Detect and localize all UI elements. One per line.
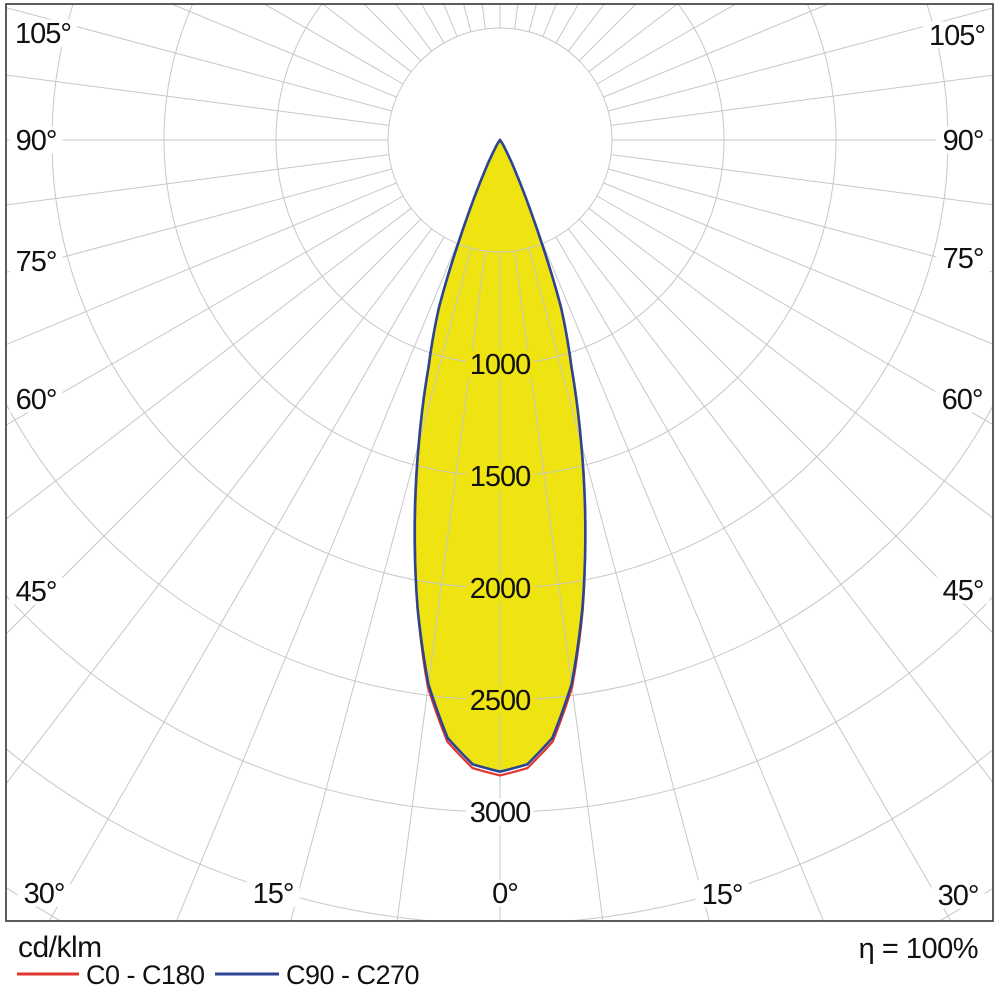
grid-spoke-37.5 (567, 228, 993, 784)
grid-spoke-7.5 (514, 250, 604, 921)
angle-label-2-bg (9, 247, 63, 275)
angle-label-12-bg (936, 244, 990, 272)
ring-label-3000-bg (466, 798, 534, 826)
angle-label-0: 105° (15, 18, 71, 50)
grid-spoke-105 (608, 7, 993, 112)
efficiency-label: η = 100% (859, 933, 978, 965)
legend-label-c0: C0 - C180 (86, 960, 205, 990)
angle-label-10: 45° (943, 575, 984, 607)
grid-spoke-307.5 (6, 207, 412, 520)
grid-spoke-52.5 (588, 207, 993, 519)
grid-spoke-67.5 (603, 182, 993, 345)
ring-label-1500: 1500 (470, 461, 531, 493)
angle-label-3-bg (9, 385, 63, 413)
angle-label-2: 75° (16, 246, 57, 278)
angle-label-10-bg (936, 576, 990, 604)
angle-label-1: 90° (16, 125, 57, 157)
grid-spoke-30 (555, 236, 952, 921)
ring-label-2000: 2000 (470, 573, 531, 605)
grid-spoke-45 (578, 218, 993, 634)
grid-spoke-322.5 (6, 228, 433, 785)
legend: cd/klm C0 - C180 C90 - C270 η = 100% (17, 931, 979, 990)
grid-spoke-352.5 (396, 250, 486, 921)
grid-spoke-60 (596, 195, 993, 426)
angle-label-3: 60° (16, 384, 57, 416)
ring-label-1500-bg (466, 462, 534, 490)
angle-label-9: 30° (938, 880, 979, 912)
angle-label-7-bg (486, 879, 524, 907)
ring-label-1000-bg (466, 350, 534, 378)
grid-spoke-262.5 (6, 74, 390, 126)
angle-label-8: 15° (702, 879, 743, 911)
ring-label-1000: 1000 (470, 349, 531, 381)
grid-spoke-22.5 (542, 243, 825, 921)
angle-label-4-bg (9, 577, 63, 605)
grid-spoke-255 (6, 7, 392, 112)
unit-label: cd/klm (18, 931, 102, 964)
legend-label-c90: C90 - C270 (286, 960, 419, 990)
grid-spoke-75 (608, 168, 993, 273)
grid-spoke-82.5 (610, 154, 993, 206)
ring-label-2000-bg (466, 574, 534, 602)
angle-label-7: 0° (492, 878, 518, 910)
grid-spoke-112.5 (603, 4, 830, 98)
angle-label-4: 45° (16, 576, 57, 608)
grid-spoke-337.5 (175, 243, 458, 921)
grid-spoke-330 (48, 236, 445, 921)
angle-label-13: 90° (943, 125, 984, 157)
angle-label-6: 15° (253, 878, 294, 910)
axis-labels: 1000 1500 2000 2500 3000 105° 90° 75° 60° 45° 30° 1… (9, 18, 991, 912)
grid-spoke-285 (6, 168, 392, 273)
curve-c90-c270 (413, 138, 587, 774)
plot-frame-border (5, 3, 994, 922)
angle-label-5: 30° (24, 878, 65, 910)
ring-label-3000: 3000 (470, 797, 531, 829)
grid-spoke-277.5 (6, 154, 390, 206)
angle-label-11: 60° (942, 384, 983, 416)
grid-spoke-247.5 (170, 4, 397, 98)
angle-label-8-bg (695, 880, 749, 908)
grid-spoke-300 (6, 195, 404, 426)
grid-spoke-292.5 (6, 182, 397, 346)
grid-spoke-315 (6, 218, 422, 635)
angle-label-12: 75° (943, 243, 984, 275)
angle-label-0-bg (9, 19, 77, 47)
angle-label-14-bg (923, 21, 991, 49)
angle-label-14: 105° (929, 20, 985, 52)
grid-spoke-97.5 (610, 74, 993, 126)
angle-label-1-bg (9, 126, 63, 154)
angle-label-13-bg (936, 126, 990, 154)
angle-label-6-bg (246, 879, 300, 907)
angle-label-9-bg (931, 881, 985, 909)
angle-label-5-bg (17, 879, 71, 907)
angle-label-11-bg (935, 385, 989, 413)
ring-label-2500-bg (466, 686, 534, 714)
ring-label-2500: 2500 (470, 685, 531, 717)
intensity-curves (413, 138, 587, 777)
